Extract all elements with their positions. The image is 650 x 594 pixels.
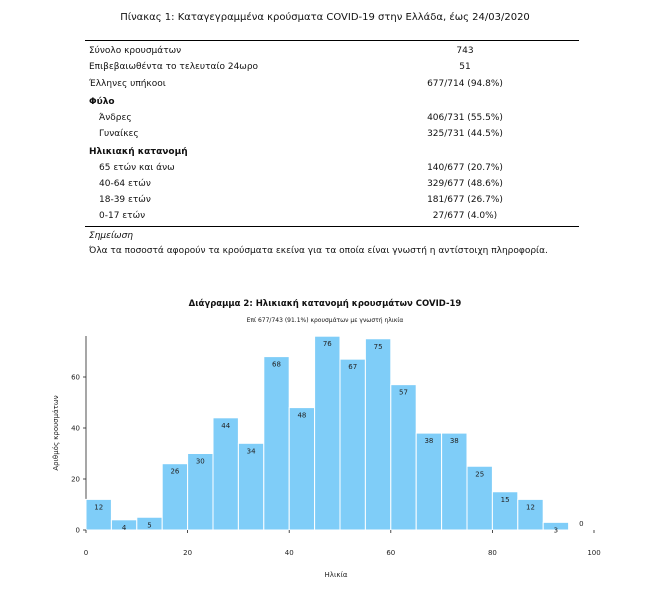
bar-value-label: 4 (122, 524, 127, 532)
bar-value-label: 38 (450, 437, 459, 445)
histogram-bar (85, 498, 112, 531)
sex-header: Φύλο (89, 97, 115, 107)
note-title: Σημείωση (89, 231, 133, 241)
row-label: 0-17 ετών (99, 211, 146, 221)
y-tick-label: 60 (71, 374, 80, 382)
table-section-header: Φύλο (85, 95, 579, 109)
bar-value-label: 3 (554, 526, 558, 534)
histogram-bar (187, 453, 214, 531)
histogram-bar (441, 432, 468, 531)
histogram-bar (364, 338, 392, 531)
histogram-bar (161, 463, 189, 531)
table-row: Άνδρες 406/731 (55.5%) (85, 111, 579, 125)
histogram-bar (339, 358, 366, 531)
histogram-bar (415, 432, 443, 531)
table-row: 65 ετών και άνω 140/677 (20.7%) (85, 161, 579, 175)
chart-subtitle: Επί 677/743 (91.1%) κρουσμάτων με γνωστή… (246, 317, 404, 324)
histogram-bar (466, 465, 493, 531)
x-tick-label: 40 (285, 549, 294, 557)
row-label: Έλληνες υπήκοοι (89, 79, 166, 89)
bar-value-label: 26 (170, 468, 179, 476)
table-section-header: Ηλικιακή κατανομή (85, 145, 579, 159)
y-tick-label: 20 (71, 476, 80, 484)
table-row: 18-39 ετών 181/677 (26.7%) (85, 193, 579, 207)
y-axis-label: Αριθμός κρουσμάτων (52, 395, 60, 470)
table-top-rule (85, 40, 579, 42)
histogram-bar (517, 498, 544, 531)
table-row: Σύνολο κρουσμάτων 743 (85, 44, 579, 58)
histogram-bar (212, 417, 239, 531)
x-tick-label: 80 (488, 549, 497, 557)
row-value: 677/714 (94.8%) (427, 79, 503, 89)
table-row: Γυναίκες 325/731 (44.5%) (85, 127, 579, 141)
table-row: Επιβεβαιωθέντα το τελευταίο 24ωρο 51 (85, 60, 579, 74)
y-tick-label: 0 (76, 527, 80, 535)
bar-value-label: 38 (424, 437, 433, 445)
bar-value-label: 5 (147, 521, 151, 529)
x-tick-label: 60 (386, 549, 395, 557)
histogram-bar (237, 442, 265, 531)
bar-value-label: 0 (579, 520, 583, 528)
histogram-bar (314, 335, 341, 531)
bar-value-label: 76 (323, 340, 332, 348)
row-label: 18-39 ετών (99, 195, 151, 205)
histogram-bar (390, 384, 417, 531)
bar-value-label: 57 (399, 389, 408, 397)
note-text: Όλα τα ποσοστά αφορούν τα κρούσματα εκεί… (89, 246, 548, 256)
row-label: Επιβεβαιωθέντα το τελευταίο 24ωρο (89, 62, 259, 72)
age-header: Ηλικιακή κατανομή (89, 147, 188, 157)
bar-value-label: 68 (272, 361, 281, 369)
row-value: 329/677 (48.6%) (427, 179, 503, 189)
x-tick-label: 0 (84, 549, 88, 557)
row-value: 325/731 (44.5%) (427, 129, 503, 139)
row-value: 27/677 (4.0%) (432, 211, 498, 221)
bar-value-label: 30 (196, 458, 205, 466)
histogram-bar (263, 356, 290, 531)
bar-value-label: 48 (297, 412, 306, 420)
x-axis-label: Ηλικία (325, 571, 348, 579)
bar-value-label: 12 (526, 503, 535, 511)
row-label: 65 ετών και άνω (99, 163, 175, 173)
row-value: 51 (459, 62, 471, 72)
bar-value-label: 44 (221, 422, 230, 430)
row-value: 406/731 (55.5%) (427, 113, 503, 123)
table-bottom-rule (85, 226, 579, 227)
x-tick-label: 100 (587, 549, 600, 557)
table-row: 40-64 ετών 329/677 (48.6%) (85, 177, 579, 191)
table-title: Πίνακας 1: Καταγεγραμμένα κρούσματα COVI… (120, 12, 530, 23)
row-value: 140/677 (20.7%) (427, 163, 503, 173)
histogram-bar (542, 521, 570, 531)
row-value: 181/677 (26.7%) (427, 195, 503, 205)
histogram-bar (288, 407, 316, 531)
bar-value-label: 15 (501, 496, 510, 504)
y-tick-label: 40 (71, 425, 80, 433)
bar-value-label: 75 (374, 343, 383, 351)
row-label: Άνδρες (99, 113, 132, 123)
row-label: Σύνολο κρουσμάτων (89, 46, 182, 56)
bar-value-label: 25 (475, 470, 484, 478)
row-value: 743 (456, 46, 474, 56)
bar-value-label: 67 (348, 363, 357, 371)
x-tick-label: 20 (183, 549, 192, 557)
table-row: Έλληνες υπήκοοι 677/714 (94.8%) (85, 77, 579, 91)
row-label: 40-64 ετών (99, 179, 151, 189)
bar-value-label: 34 (247, 447, 256, 455)
bar-value-label: 12 (94, 503, 103, 511)
chart-title: Διάγραμμα 2: Ηλικιακή κατανομή κρουσμάτω… (188, 299, 462, 309)
row-label: Γυναίκες (99, 129, 139, 139)
table-row: 0-17 ετών 27/677 (4.0%) (85, 209, 579, 223)
